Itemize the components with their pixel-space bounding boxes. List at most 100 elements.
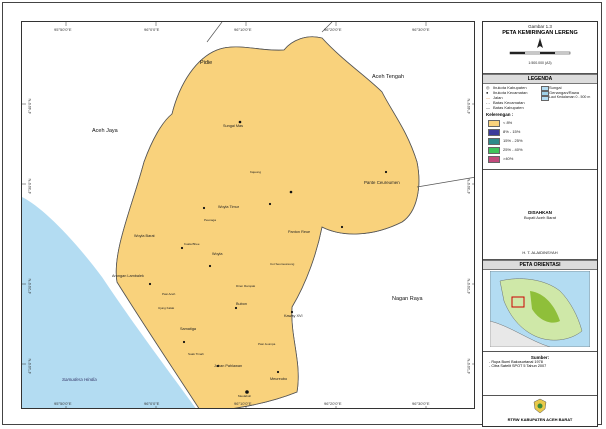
lon-label-bottom: 96°30'0"E bbox=[412, 401, 430, 406]
town-label: Bubon bbox=[236, 302, 247, 306]
lon-label-top: 96°10'0"E bbox=[234, 27, 252, 32]
lat-label-right: 4°30'0"N bbox=[466, 178, 471, 194]
place-label: Peunaga bbox=[204, 218, 217, 222]
slope-swatch-25-40 bbox=[488, 147, 500, 154]
lat-label-left: 4°30'0"N bbox=[27, 178, 32, 194]
slope-class-label: 25% - 40% bbox=[503, 147, 523, 152]
town-label: Johan Pahlawan bbox=[214, 364, 243, 368]
legend-item: Jalan bbox=[493, 95, 503, 100]
figure-number: Gambar 1.3 bbox=[528, 24, 552, 29]
legend-item: Sungai bbox=[549, 85, 562, 90]
place-label: Suak Timah bbox=[188, 352, 204, 356]
lon-label-top: 96°20'0"E bbox=[324, 27, 342, 32]
place-label: Pasi Aceh bbox=[162, 292, 176, 296]
lon-label-bottom: 96°20'0"E bbox=[324, 401, 342, 406]
lon-label-top: 96°0'0"E bbox=[144, 27, 160, 32]
lat-label-left: 4°10'0"N bbox=[27, 358, 32, 374]
approval-signatory: H. T. ALAIDINSYAH bbox=[522, 250, 558, 255]
town-label: Meureubo bbox=[270, 377, 288, 381]
region-label-pidie: Pidie bbox=[200, 60, 213, 66]
map-canvas bbox=[22, 22, 474, 408]
source-item: - Citra Satelit SPOT 5 Tahun 2007 bbox=[489, 364, 547, 368]
legend-item: Batas Kecamatan bbox=[493, 100, 525, 105]
ibukota-kecamatan-icon: ● bbox=[486, 90, 489, 95]
road-line-icon: — bbox=[486, 95, 490, 100]
lon-label-bottom: 96°10'0"E bbox=[234, 401, 252, 406]
legend-item: Genangan/Rawa bbox=[549, 90, 580, 95]
town-label: Panton Reue bbox=[288, 230, 311, 234]
legend-block: LEGENDA ◎ Ibukota Kabupaten ● Ibukota Ke… bbox=[483, 74, 597, 170]
legend-item: Ibukota Kabupaten bbox=[493, 85, 527, 90]
graticule-ticks bbox=[22, 22, 474, 408]
ibukota-kabupaten-icon: ◎ bbox=[486, 85, 490, 90]
town-dots bbox=[148, 120, 388, 394]
place-label: Kuala Bhee bbox=[184, 242, 200, 246]
source-item: - Rupa Bumi Bakosurtanal 1978 bbox=[489, 360, 543, 364]
title-block: Gambar 1.3 PETA KEMIRINGAN LERENG 1:500.… bbox=[483, 22, 597, 74]
sea-swatch bbox=[541, 96, 549, 101]
inset-title: PETA ORIENTASI bbox=[483, 260, 597, 270]
river-swatch bbox=[541, 86, 549, 91]
lat-label-left: 4°20'0"N bbox=[27, 278, 32, 294]
place-label: Pasi Jeumpa bbox=[258, 342, 276, 346]
slope-swatch-15-25 bbox=[488, 138, 500, 145]
legend-panel: Gambar 1.3 PETA KEMIRINGAN LERENG 1:500.… bbox=[482, 21, 598, 427]
legend-item: Laut Kedalaman 0 - 500 m bbox=[549, 95, 591, 99]
slope-class-label: < 8% bbox=[503, 120, 513, 125]
footer-block: RTRW KABUPATEN ACEH BARAT bbox=[483, 396, 597, 426]
legend-item: Batas Kabupaten bbox=[493, 105, 524, 110]
sources-title: Sumber: bbox=[530, 355, 550, 360]
swamp-swatch bbox=[541, 91, 549, 96]
slope-class-label: >40% bbox=[503, 156, 514, 161]
slope-class-label: 8% - 15% bbox=[503, 129, 521, 134]
lon-label-bottom: 95°50'0"E bbox=[54, 401, 72, 406]
slope-swatch-lt8 bbox=[488, 120, 500, 127]
map-title: PETA KEMIRINGAN LERENG bbox=[502, 30, 578, 36]
main-map: 95°50'0"E 96°0'0"E 96°10'0"E 96°20'0"E 9… bbox=[21, 21, 475, 409]
lon-label-bottom: 96°0'0"E bbox=[144, 401, 160, 406]
slope-swatch-gt40 bbox=[488, 156, 500, 163]
town-label: Woyla Timur bbox=[218, 205, 240, 209]
sea-area bbox=[22, 197, 196, 408]
north-arrow-and-scale bbox=[509, 38, 571, 55]
town-label: Samatiga bbox=[180, 327, 197, 331]
place-label: Meulaboh bbox=[238, 394, 252, 398]
legend-item: Ibukota Kecamatan bbox=[493, 90, 528, 95]
town-label: Kaway XVI bbox=[284, 314, 303, 318]
place-label: Kajeung bbox=[250, 170, 262, 174]
dashed-line-icon: - - bbox=[486, 100, 490, 105]
study-area-box bbox=[511, 296, 525, 308]
slope-swatch-8-15 bbox=[488, 129, 500, 136]
lat-label-right: 4°20'0"N bbox=[466, 278, 471, 294]
solid-line-icon: — bbox=[486, 105, 490, 110]
approval-block: DISAHKAN Bupati Aceh Barat H. T. ALAIDIN… bbox=[483, 170, 597, 260]
north-arrow-icon bbox=[537, 38, 543, 48]
district-emblem-icon bbox=[533, 398, 547, 414]
town-label: Sungai Mas bbox=[223, 124, 244, 128]
approval-label: DISAHKAN bbox=[528, 210, 552, 215]
lat-label-right: 4°40'0"N bbox=[466, 98, 471, 114]
legend-title: LEGENDA bbox=[483, 74, 597, 84]
slope-legend-title: Kelerengan : bbox=[486, 112, 514, 117]
town-label: Pante Ceureumen bbox=[364, 180, 400, 185]
footer-title: RTRW KABUPATEN ACEH BARAT bbox=[507, 417, 573, 422]
place-label: Ujung Kalak bbox=[158, 306, 175, 310]
lon-label-top: 96°30'0"E bbox=[412, 27, 430, 32]
scale-text: 1:500.000 (A3) bbox=[528, 61, 552, 65]
region-label-aceh-jaya: Aceh Jaya bbox=[92, 128, 118, 134]
lon-label-top: 95°50'0"E bbox=[54, 27, 72, 32]
region-label-samudera-hindia: Samudera Hindia bbox=[62, 377, 97, 382]
region-label-aceh-tengah: Aceh Tengah bbox=[372, 74, 405, 80]
town-label: Woyla bbox=[212, 252, 223, 256]
orientation-inset-map bbox=[490, 271, 590, 347]
town-label: Arongan Lambalek bbox=[112, 274, 144, 278]
region-label-nagan-raya: Nagan Raya bbox=[392, 296, 423, 302]
place-label: Drien Rampak bbox=[236, 284, 256, 288]
lat-label-left: 4°40'0"N bbox=[27, 98, 32, 114]
place-label: Cot Seumeureung bbox=[270, 262, 295, 266]
sources-block: Sumber: - Rupa Bumi Bakosurtanal 1978 - … bbox=[483, 352, 597, 396]
lat-label-right: 4°10'0"N bbox=[466, 358, 471, 374]
slope-class-label: 15% - 25% bbox=[503, 138, 523, 143]
orientation-block: PETA ORIENTASI bbox=[483, 260, 597, 352]
